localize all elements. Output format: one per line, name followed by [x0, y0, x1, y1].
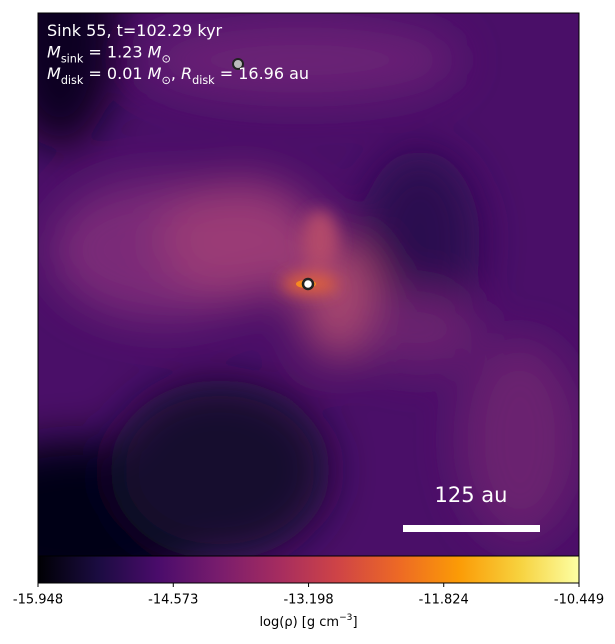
info-line: Mdisk = 0.01 M⊙, Rdisk = 16.96 au — [47, 64, 309, 87]
text-segment: disk — [61, 74, 84, 87]
text-segment: = 16.96 au — [215, 64, 309, 83]
text-segment: ⊙ — [161, 52, 170, 65]
text-segment: , — [171, 64, 181, 83]
text-segment: M — [148, 42, 162, 61]
text-segment: M — [148, 64, 162, 83]
scale-bar — [403, 525, 540, 532]
text-segment: ] — [352, 615, 357, 630]
x-tick-label: -14.573 — [148, 593, 198, 608]
text-segment: disk — [192, 74, 215, 87]
text-segment: −3 — [339, 613, 353, 623]
text-segment: R — [181, 64, 192, 83]
text-segment: = 1.23 — [83, 42, 147, 61]
text-segment: M — [47, 64, 61, 83]
sink-marker — [301, 277, 315, 291]
colorbar — [37, 555, 580, 584]
x-tick-label: -13.198 — [283, 593, 333, 608]
info-line: Msink = 1.23 M⊙ — [47, 42, 171, 65]
density-image — [38, 13, 579, 556]
x-tick-label: -10.449 — [554, 593, 604, 608]
scale-bar-label: 125 au — [435, 483, 508, 507]
text-segment: M — [47, 42, 61, 61]
text-segment: sink — [61, 52, 84, 65]
text-segment: Sink 55, t=102.29 kyr — [47, 21, 223, 40]
colorbar-label: log(ρ) [g cm−3] — [259, 613, 357, 630]
text-segment: log(ρ) [g cm — [259, 615, 339, 630]
x-tick-label: -15.948 — [13, 593, 63, 608]
text-segment: ⊙ — [161, 74, 170, 87]
sink-marker — [232, 58, 244, 70]
text-segment: = 0.01 — [83, 64, 147, 83]
x-tick-label: -11.824 — [419, 593, 469, 608]
info-line: Sink 55, t=102.29 kyr — [47, 21, 223, 40]
